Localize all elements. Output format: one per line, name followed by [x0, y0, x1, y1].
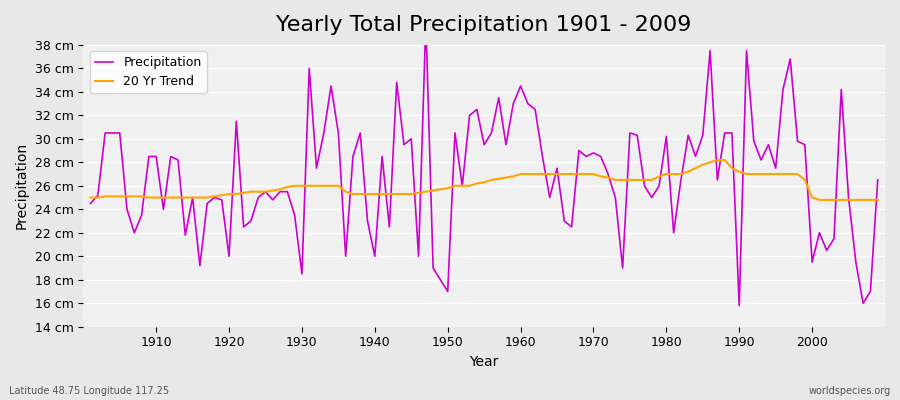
20 Yr Trend [515, 172, 526, 176]
X-axis label: Year: Year [470, 355, 499, 369]
Line: Precipitation: Precipitation [91, 22, 878, 306]
Y-axis label: Precipitation: Precipitation [15, 142, 29, 229]
Text: worldspecies.org: worldspecies.org [809, 386, 891, 396]
Title: Yearly Total Precipitation 1901 - 2009: Yearly Total Precipitation 1901 - 2009 [276, 15, 692, 35]
Precipitation [347, 154, 358, 159]
Precipitation [143, 154, 154, 159]
Precipitation [304, 66, 315, 71]
20 Yr Trend [872, 198, 883, 202]
20 Yr Trend [712, 158, 723, 162]
Legend: Precipitation, 20 Yr Trend: Precipitation, 20 Yr Trend [89, 51, 206, 93]
Precipitation [610, 195, 621, 200]
20 Yr Trend [347, 192, 358, 196]
Precipitation [872, 178, 883, 182]
20 Yr Trend [508, 174, 518, 179]
Line: 20 Yr Trend: 20 Yr Trend [91, 160, 878, 200]
20 Yr Trend [143, 195, 154, 200]
20 Yr Trend [304, 184, 315, 188]
Precipitation [734, 303, 744, 308]
20 Yr Trend [603, 175, 614, 180]
Precipitation [420, 19, 431, 24]
Precipitation [515, 84, 526, 88]
20 Yr Trend [814, 198, 824, 202]
Precipitation [86, 201, 96, 206]
Precipitation [523, 101, 534, 106]
Text: Latitude 48.75 Longitude 117.25: Latitude 48.75 Longitude 117.25 [9, 386, 169, 396]
20 Yr Trend [86, 195, 96, 200]
